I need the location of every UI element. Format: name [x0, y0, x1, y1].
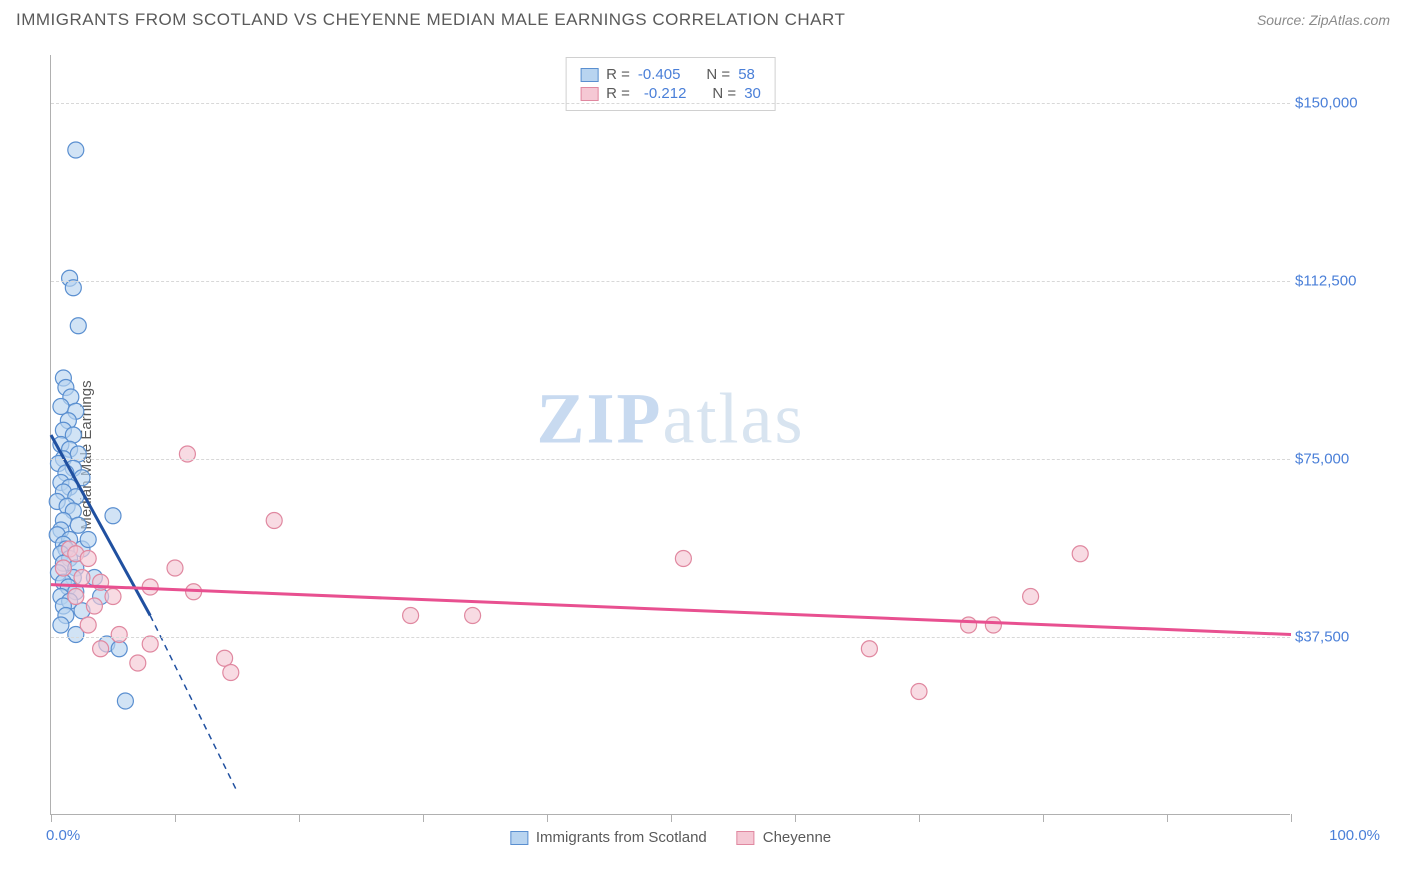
- data-point: [80, 617, 96, 633]
- gridline: [51, 281, 1290, 282]
- data-point: [266, 513, 282, 529]
- data-point: [68, 589, 84, 605]
- data-point: [911, 684, 927, 700]
- data-point: [465, 608, 481, 624]
- plot-area: ZIPatlas R = -0.405 N = 58 R = -0.212 N …: [50, 55, 1290, 815]
- data-point: [70, 318, 86, 334]
- data-point: [217, 650, 233, 666]
- data-point: [80, 532, 96, 548]
- data-point: [117, 693, 133, 709]
- data-point: [93, 641, 109, 657]
- x-tick: [919, 814, 920, 822]
- data-point: [70, 517, 86, 533]
- swatch-blue-icon: [510, 831, 528, 845]
- data-point: [68, 142, 84, 158]
- gridline: [51, 637, 1290, 638]
- series-legend: Immigrants from Scotland Cheyenne: [510, 829, 831, 846]
- data-point: [223, 665, 239, 681]
- x-tick: [795, 814, 796, 822]
- source-attribution: Source: ZipAtlas.com: [1257, 12, 1390, 28]
- x-tick: [1291, 814, 1292, 822]
- data-point: [861, 641, 877, 657]
- trend-line-extension: [150, 616, 237, 792]
- data-point: [105, 508, 121, 524]
- data-point: [65, 280, 81, 296]
- data-point: [167, 560, 183, 576]
- header: IMMIGRANTS FROM SCOTLAND VS CHEYENNE MED…: [0, 0, 1406, 36]
- x-axis-max-label: 100.0%: [1329, 827, 1380, 844]
- scatter-svg: [51, 55, 1291, 815]
- trend-line: [51, 585, 1291, 635]
- data-point: [53, 399, 69, 415]
- data-point: [142, 636, 158, 652]
- data-point: [105, 589, 121, 605]
- data-point: [675, 551, 691, 567]
- data-point: [1072, 546, 1088, 562]
- x-tick: [423, 814, 424, 822]
- y-tick-label: $150,000: [1295, 94, 1385, 111]
- x-tick: [1043, 814, 1044, 822]
- data-point: [80, 551, 96, 567]
- chart-container: Median Male Earnings ZIPatlas R = -0.405…: [50, 55, 1390, 855]
- data-point: [403, 608, 419, 624]
- y-tick-label: $112,500: [1295, 272, 1385, 289]
- data-point: [111, 627, 127, 643]
- data-point: [111, 641, 127, 657]
- data-point: [985, 617, 1001, 633]
- x-tick: [1167, 814, 1168, 822]
- gridline: [51, 103, 1290, 104]
- data-point: [1023, 589, 1039, 605]
- x-tick: [175, 814, 176, 822]
- data-point: [86, 598, 102, 614]
- y-tick-label: $37,500: [1295, 628, 1385, 645]
- y-tick-label: $75,000: [1295, 450, 1385, 467]
- data-point: [961, 617, 977, 633]
- data-point: [55, 560, 71, 576]
- data-point: [130, 655, 146, 671]
- data-point: [74, 570, 90, 586]
- swatch-pink-icon: [737, 831, 755, 845]
- x-tick: [547, 814, 548, 822]
- data-point: [53, 617, 69, 633]
- chart-title: IMMIGRANTS FROM SCOTLAND VS CHEYENNE MED…: [16, 10, 845, 30]
- legend-item-scotland: Immigrants from Scotland: [510, 829, 707, 846]
- x-tick: [299, 814, 300, 822]
- gridline: [51, 459, 1290, 460]
- x-tick: [51, 814, 52, 822]
- x-tick: [671, 814, 672, 822]
- legend-item-cheyenne: Cheyenne: [737, 829, 831, 846]
- x-axis-min-label: 0.0%: [46, 827, 80, 844]
